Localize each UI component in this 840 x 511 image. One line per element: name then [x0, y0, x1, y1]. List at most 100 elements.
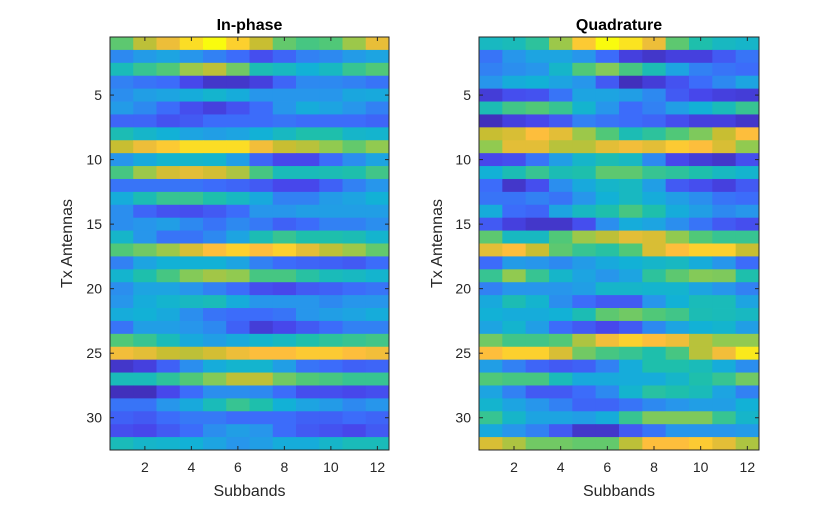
quadrature-cell-r3-c7 [619, 62, 643, 77]
in-phase-cell-r16-c6 [226, 230, 250, 244]
in-phase-cell-r8-c4 [179, 127, 204, 141]
quadrature-cell-r10-c6 [595, 153, 620, 167]
in-phase-cell-r9-c2 [133, 140, 157, 154]
in-phase-cell-r22-c10 [319, 308, 343, 322]
in-phase-cell-r8-c11 [342, 127, 367, 141]
in-phase-cell-r25-c6 [226, 346, 250, 361]
in-phase-cell-r10-c4 [179, 153, 204, 167]
in-phase-cell-r29-c1 [110, 398, 134, 412]
quadrature-cell-r2-c8 [642, 49, 667, 64]
quadrature-cell-r4-c5 [572, 75, 597, 90]
quadrature-cell-r1-c11 [712, 37, 737, 51]
in-phase-cell-r28-c7 [249, 385, 274, 399]
quadrature-cell-r12-c12 [735, 178, 760, 193]
in-phase-cell-r26-c4 [179, 359, 204, 373]
quadrature-cell-r15-c7 [619, 217, 643, 231]
in-phase-cell-r15-c8 [272, 217, 297, 231]
quadrature-xlabel: Subbands [583, 483, 655, 500]
quadrature-cell-r3-c4 [549, 62, 573, 77]
quadrature-cell-r31-c12 [735, 424, 760, 438]
in-phase-cell-r19-c10 [319, 269, 343, 283]
quadrature-cell-r19-c5 [572, 269, 597, 283]
in-phase-cell-r32-c2 [133, 437, 157, 451]
in-phase-cell-r9-c7 [249, 140, 274, 154]
in-phase-cell-r2-c8 [272, 49, 297, 64]
quadrature-cell-r10-c5 [572, 153, 597, 167]
in-phase-cell-r26-c6 [226, 359, 250, 373]
in-phase-cell-r17-c12 [365, 243, 390, 257]
in-phase-cell-r19-c5 [203, 269, 227, 283]
in-phase-cell-r31-c4 [179, 424, 204, 438]
in-phase-cell-r21-c10 [319, 295, 343, 309]
in-phase-cell-r25-c5 [203, 346, 227, 361]
in-phase-cell-r17-c4 [179, 243, 204, 257]
in-phase-cell-r12-c11 [342, 178, 367, 193]
in-phase-cell-r8-c7 [249, 127, 274, 141]
quadrature-cell-r20-c4 [549, 282, 573, 296]
quadrature-cell-r14-c9 [665, 204, 690, 219]
quadrature-cell-r5-c10 [689, 88, 713, 102]
quadrature-cell-r17-c9 [665, 243, 690, 257]
in-phase-cell-r3-c1 [110, 62, 134, 77]
in-phase-cell-r28-c11 [342, 385, 367, 399]
in-phase-cell-r31-c9 [296, 424, 320, 438]
in-phase-cell-r22-c4 [179, 308, 204, 322]
in-phase-cell-r15-c6 [226, 217, 250, 231]
quadrature-cell-r19-c10 [689, 269, 713, 283]
quadrature-cell-r11-c9 [665, 166, 690, 180]
in-phase-cell-r20-c3 [156, 282, 181, 296]
in-phase-cell-r27-c10 [319, 372, 343, 386]
quadrature-cell-r17-c8 [642, 243, 667, 257]
in-phase-cell-r2-c11 [342, 49, 367, 64]
in-phase-cell-r14-c4 [179, 204, 204, 219]
in-phase-cell-r30-c8 [272, 411, 297, 425]
in-phase-cell-r17-c9 [296, 243, 320, 257]
in-phase-cell-r32-c11 [342, 437, 367, 451]
quadrature-cell-r18-c2 [502, 256, 527, 270]
quadrature-cell-r31-c5 [572, 424, 597, 438]
quadrature-cell-r12-c2 [502, 178, 527, 193]
quadrature-cell-r29-c9 [665, 398, 690, 412]
in-phase-cell-r15-c1 [110, 217, 134, 231]
in-phase-cell-r4-c11 [342, 75, 367, 90]
in-phase-cell-r10-c10 [319, 153, 343, 167]
in-phase-cell-r14-c11 [342, 204, 367, 219]
quadrature-cell-r29-c3 [525, 398, 550, 412]
quadrature-cell-r2-c2 [502, 49, 527, 64]
quadrature-cell-r16-c8 [642, 230, 667, 244]
in-phase-cell-r20-c9 [296, 282, 320, 296]
in-phase-cell-r12-c8 [272, 178, 297, 193]
quadrature-cell-r32-c1 [479, 437, 503, 451]
in-phase-cell-r16-c4 [179, 230, 204, 244]
quadrature-cell-r8-c11 [712, 127, 737, 141]
quadrature-cell-r26-c11 [712, 359, 737, 373]
quadrature-cell-r20-c9 [665, 282, 690, 296]
in-phase-cell-r22-c9 [296, 308, 320, 322]
in-phase-cell-r6-c7 [249, 101, 274, 115]
in-phase-cell-r9-c3 [156, 140, 181, 154]
in-phase-cell-r21-c12 [365, 295, 390, 309]
quadrature-cell-r15-c8 [642, 217, 667, 231]
quadrature-cell-r7-c3 [525, 114, 550, 128]
quadrature-cell-r7-c6 [595, 114, 620, 128]
in-phase-cell-r16-c11 [342, 230, 367, 244]
quadrature-cell-r13-c5 [572, 191, 597, 206]
quadrature-cell-r27-c1 [479, 372, 503, 386]
quadrature-cell-r22-c9 [665, 308, 690, 322]
quadrature-cell-r10-c8 [642, 153, 667, 167]
quadrature-cell-r8-c9 [665, 127, 690, 141]
quadrature-cell-r1-c12 [735, 37, 760, 51]
in-phase-cell-r5-c9 [296, 88, 320, 102]
quadrature-cell-r16-c6 [595, 230, 620, 244]
quadrature-cell-r20-c1 [479, 282, 503, 296]
in-phase-cell-r13-c11 [342, 191, 367, 206]
in-phase-cell-r10-c9 [296, 153, 320, 167]
in-phase-cell-r6-c6 [226, 101, 250, 115]
quadrature-cell-r8-c4 [549, 127, 573, 141]
quadrature-cell-r1-c10 [689, 37, 713, 51]
quadrature-cell-r28-c2 [502, 385, 527, 399]
quadrature-cell-r3-c9 [665, 62, 690, 77]
in-phase-cell-r16-c7 [249, 230, 274, 244]
in-phase-cell-r4-c12 [365, 75, 390, 90]
quadrature-cell-r25-c12 [735, 346, 760, 361]
